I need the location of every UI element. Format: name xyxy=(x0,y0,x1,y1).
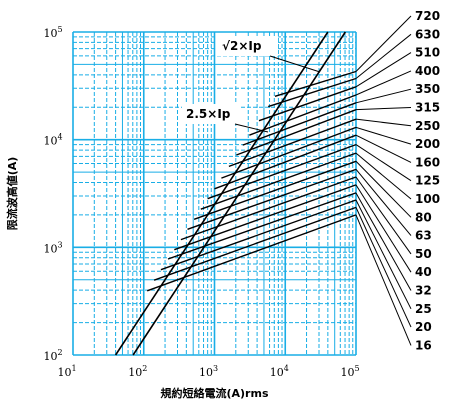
leader-630 xyxy=(355,33,412,79)
y-tick-exponent: 3 xyxy=(57,240,62,249)
rating-label-160: 160 xyxy=(415,155,440,169)
curve-510 xyxy=(258,86,357,122)
x-tick-exponent: 5 xyxy=(354,364,359,373)
reference-label: 2.5×Ip xyxy=(186,107,231,121)
rating-label-510: 510 xyxy=(415,46,440,60)
x-tick-exponent: 4 xyxy=(284,364,289,373)
leader-200 xyxy=(355,126,412,145)
curve-125 xyxy=(207,143,357,200)
x-tick-exponent: 3 xyxy=(213,364,218,373)
rating-label-20: 20 xyxy=(415,320,432,334)
curve-25 xyxy=(160,199,357,271)
leader-16 xyxy=(355,214,412,346)
curve-32 xyxy=(167,192,357,260)
annotation-leader xyxy=(269,55,321,73)
leader-100 xyxy=(355,152,412,200)
curve-315 xyxy=(236,109,357,156)
curve-350 xyxy=(242,102,357,146)
y-tick-label: 104 xyxy=(43,133,62,148)
rating-label-315: 315 xyxy=(415,101,440,115)
leader-63 xyxy=(355,169,412,236)
curve-250 xyxy=(228,118,357,168)
y-tick-exponent: 4 xyxy=(57,133,62,142)
y-tick-label: 102 xyxy=(43,348,62,363)
rating-label-40: 40 xyxy=(415,265,432,279)
rating-label-16: 16 xyxy=(415,338,432,352)
rating-label-63: 63 xyxy=(415,229,432,243)
rating-label-400: 400 xyxy=(415,64,440,78)
rating-label-32: 32 xyxy=(415,284,432,298)
leader-720 xyxy=(355,15,412,72)
rating-label-25: 25 xyxy=(415,302,432,316)
curves xyxy=(146,70,357,292)
x-tick-label: 101 xyxy=(57,364,76,379)
curve-40 xyxy=(174,184,357,251)
curve-160 xyxy=(214,134,357,190)
y-tick-exponent: 5 xyxy=(57,25,62,34)
curve-80 xyxy=(193,160,357,220)
leader-400 xyxy=(355,70,412,96)
leader-80 xyxy=(355,160,412,218)
y-tick-exponent: 2 xyxy=(57,348,62,357)
reference-line-0 xyxy=(132,31,347,356)
y-tick-label: 103 xyxy=(43,240,62,255)
y-tick-label: 105 xyxy=(43,25,62,40)
curve-16 xyxy=(146,214,357,292)
leader-510 xyxy=(355,52,412,88)
rating-label-720: 720 xyxy=(415,9,440,23)
leader-125 xyxy=(355,144,412,182)
reference-lines: √2×Ip 2.5×Ip xyxy=(114,31,347,356)
leader-lines xyxy=(355,15,412,346)
x-tick-exponent: 2 xyxy=(142,364,147,373)
rating-label-125: 125 xyxy=(415,174,440,188)
leader-350 xyxy=(355,88,412,104)
leader-160 xyxy=(355,134,412,163)
x-tick-label: 102 xyxy=(128,364,147,379)
leader-50 xyxy=(355,176,412,255)
curve-100 xyxy=(200,152,357,210)
x-tick-label: 105 xyxy=(340,364,359,379)
leader-250 xyxy=(355,118,412,127)
y-axis-title: 限流波高値(A) xyxy=(5,157,19,231)
x-tick-exponent: 1 xyxy=(71,364,76,373)
curve-50 xyxy=(180,176,357,241)
leader-315 xyxy=(355,107,412,111)
rating-labels: 720 630 510 400 350 315 250 200 160 125 100 80 63 50 4… xyxy=(415,9,440,352)
leader-40 xyxy=(355,184,412,273)
leader-25 xyxy=(355,199,412,310)
curve-63 xyxy=(187,168,357,230)
leader-20 xyxy=(355,207,412,328)
rating-label-50: 50 xyxy=(415,247,432,261)
reference-label: √2×Ip xyxy=(222,39,262,53)
rating-label-350: 350 xyxy=(415,82,440,96)
x-axis-title: 規約短絡電流(A)rms xyxy=(160,386,268,400)
rating-label-630: 630 xyxy=(415,27,440,41)
curve-20 xyxy=(153,206,357,281)
annotation-background xyxy=(216,36,278,56)
rating-label-200: 200 xyxy=(415,137,440,151)
curve-200 xyxy=(221,126,357,179)
x-tick-label: 104 xyxy=(270,364,289,379)
leader-32 xyxy=(355,192,412,291)
curve-400 xyxy=(249,94,357,136)
reference-line-1 xyxy=(114,31,329,356)
annotation-background xyxy=(182,104,240,124)
x-tick-label: 103 xyxy=(199,364,218,379)
annotation-leader xyxy=(234,123,269,133)
rating-label-80: 80 xyxy=(415,210,432,224)
rating-label-100: 100 xyxy=(415,192,440,206)
rating-label-250: 250 xyxy=(415,119,440,133)
